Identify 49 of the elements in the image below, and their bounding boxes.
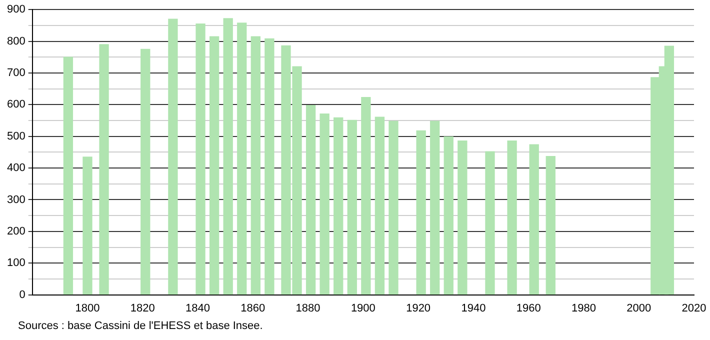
x-tick-label: 2020: [682, 302, 706, 314]
x-tick-label: 1960: [516, 302, 541, 314]
bar: [320, 114, 330, 295]
bar: [546, 156, 556, 295]
x-tick-label: 1840: [186, 302, 210, 314]
bar: [223, 18, 233, 295]
bar: [99, 44, 109, 295]
x-tick-label: 1800: [75, 302, 100, 314]
bar: [458, 140, 468, 295]
x-tick-label: 1940: [461, 302, 486, 314]
bar: [388, 120, 398, 295]
y-tick-label: 700: [6, 67, 26, 80]
bar: [529, 144, 539, 295]
bar: [82, 156, 92, 295]
x-tick-label: 1920: [406, 302, 431, 314]
bar: [334, 117, 344, 295]
bar: [444, 136, 454, 295]
bar: [250, 36, 260, 295]
x-tick-label: 1820: [130, 302, 155, 314]
bar: [237, 22, 247, 295]
x-tick-label: 1900: [350, 302, 376, 314]
bar: [140, 48, 150, 295]
bar: [416, 130, 426, 295]
x-tick-label: 2000: [626, 302, 652, 314]
y-tick-label: 300: [6, 194, 26, 206]
bar: [430, 120, 440, 295]
bar: [63, 56, 74, 295]
y-tick-label: 900: [6, 4, 26, 16]
x-tick-label: 1980: [571, 302, 596, 314]
y-tick-label: 0: [19, 288, 26, 301]
bar: [168, 18, 178, 295]
y-tick-label: 600: [6, 98, 26, 111]
x-tick-label: 1860: [240, 302, 266, 314]
bar: [306, 104, 316, 295]
y-tick-label: 100: [6, 257, 26, 270]
bar: [196, 24, 206, 295]
x-tick-label: 1880: [296, 302, 320, 314]
bar: [264, 38, 274, 295]
y-tick-label: 400: [6, 162, 26, 174]
y-tick-label: 200: [6, 225, 26, 238]
bar: [209, 36, 220, 295]
y-tick-label: 800: [6, 35, 26, 48]
bar: [347, 120, 357, 295]
source-note: Sources : base Cassini de l'EHESS et base Insee.: [18, 320, 263, 332]
bar: [374, 116, 385, 295]
y-tick-label: 500: [6, 130, 26, 142]
bar: [361, 97, 371, 295]
bar: [507, 140, 517, 295]
bar: [485, 151, 495, 295]
